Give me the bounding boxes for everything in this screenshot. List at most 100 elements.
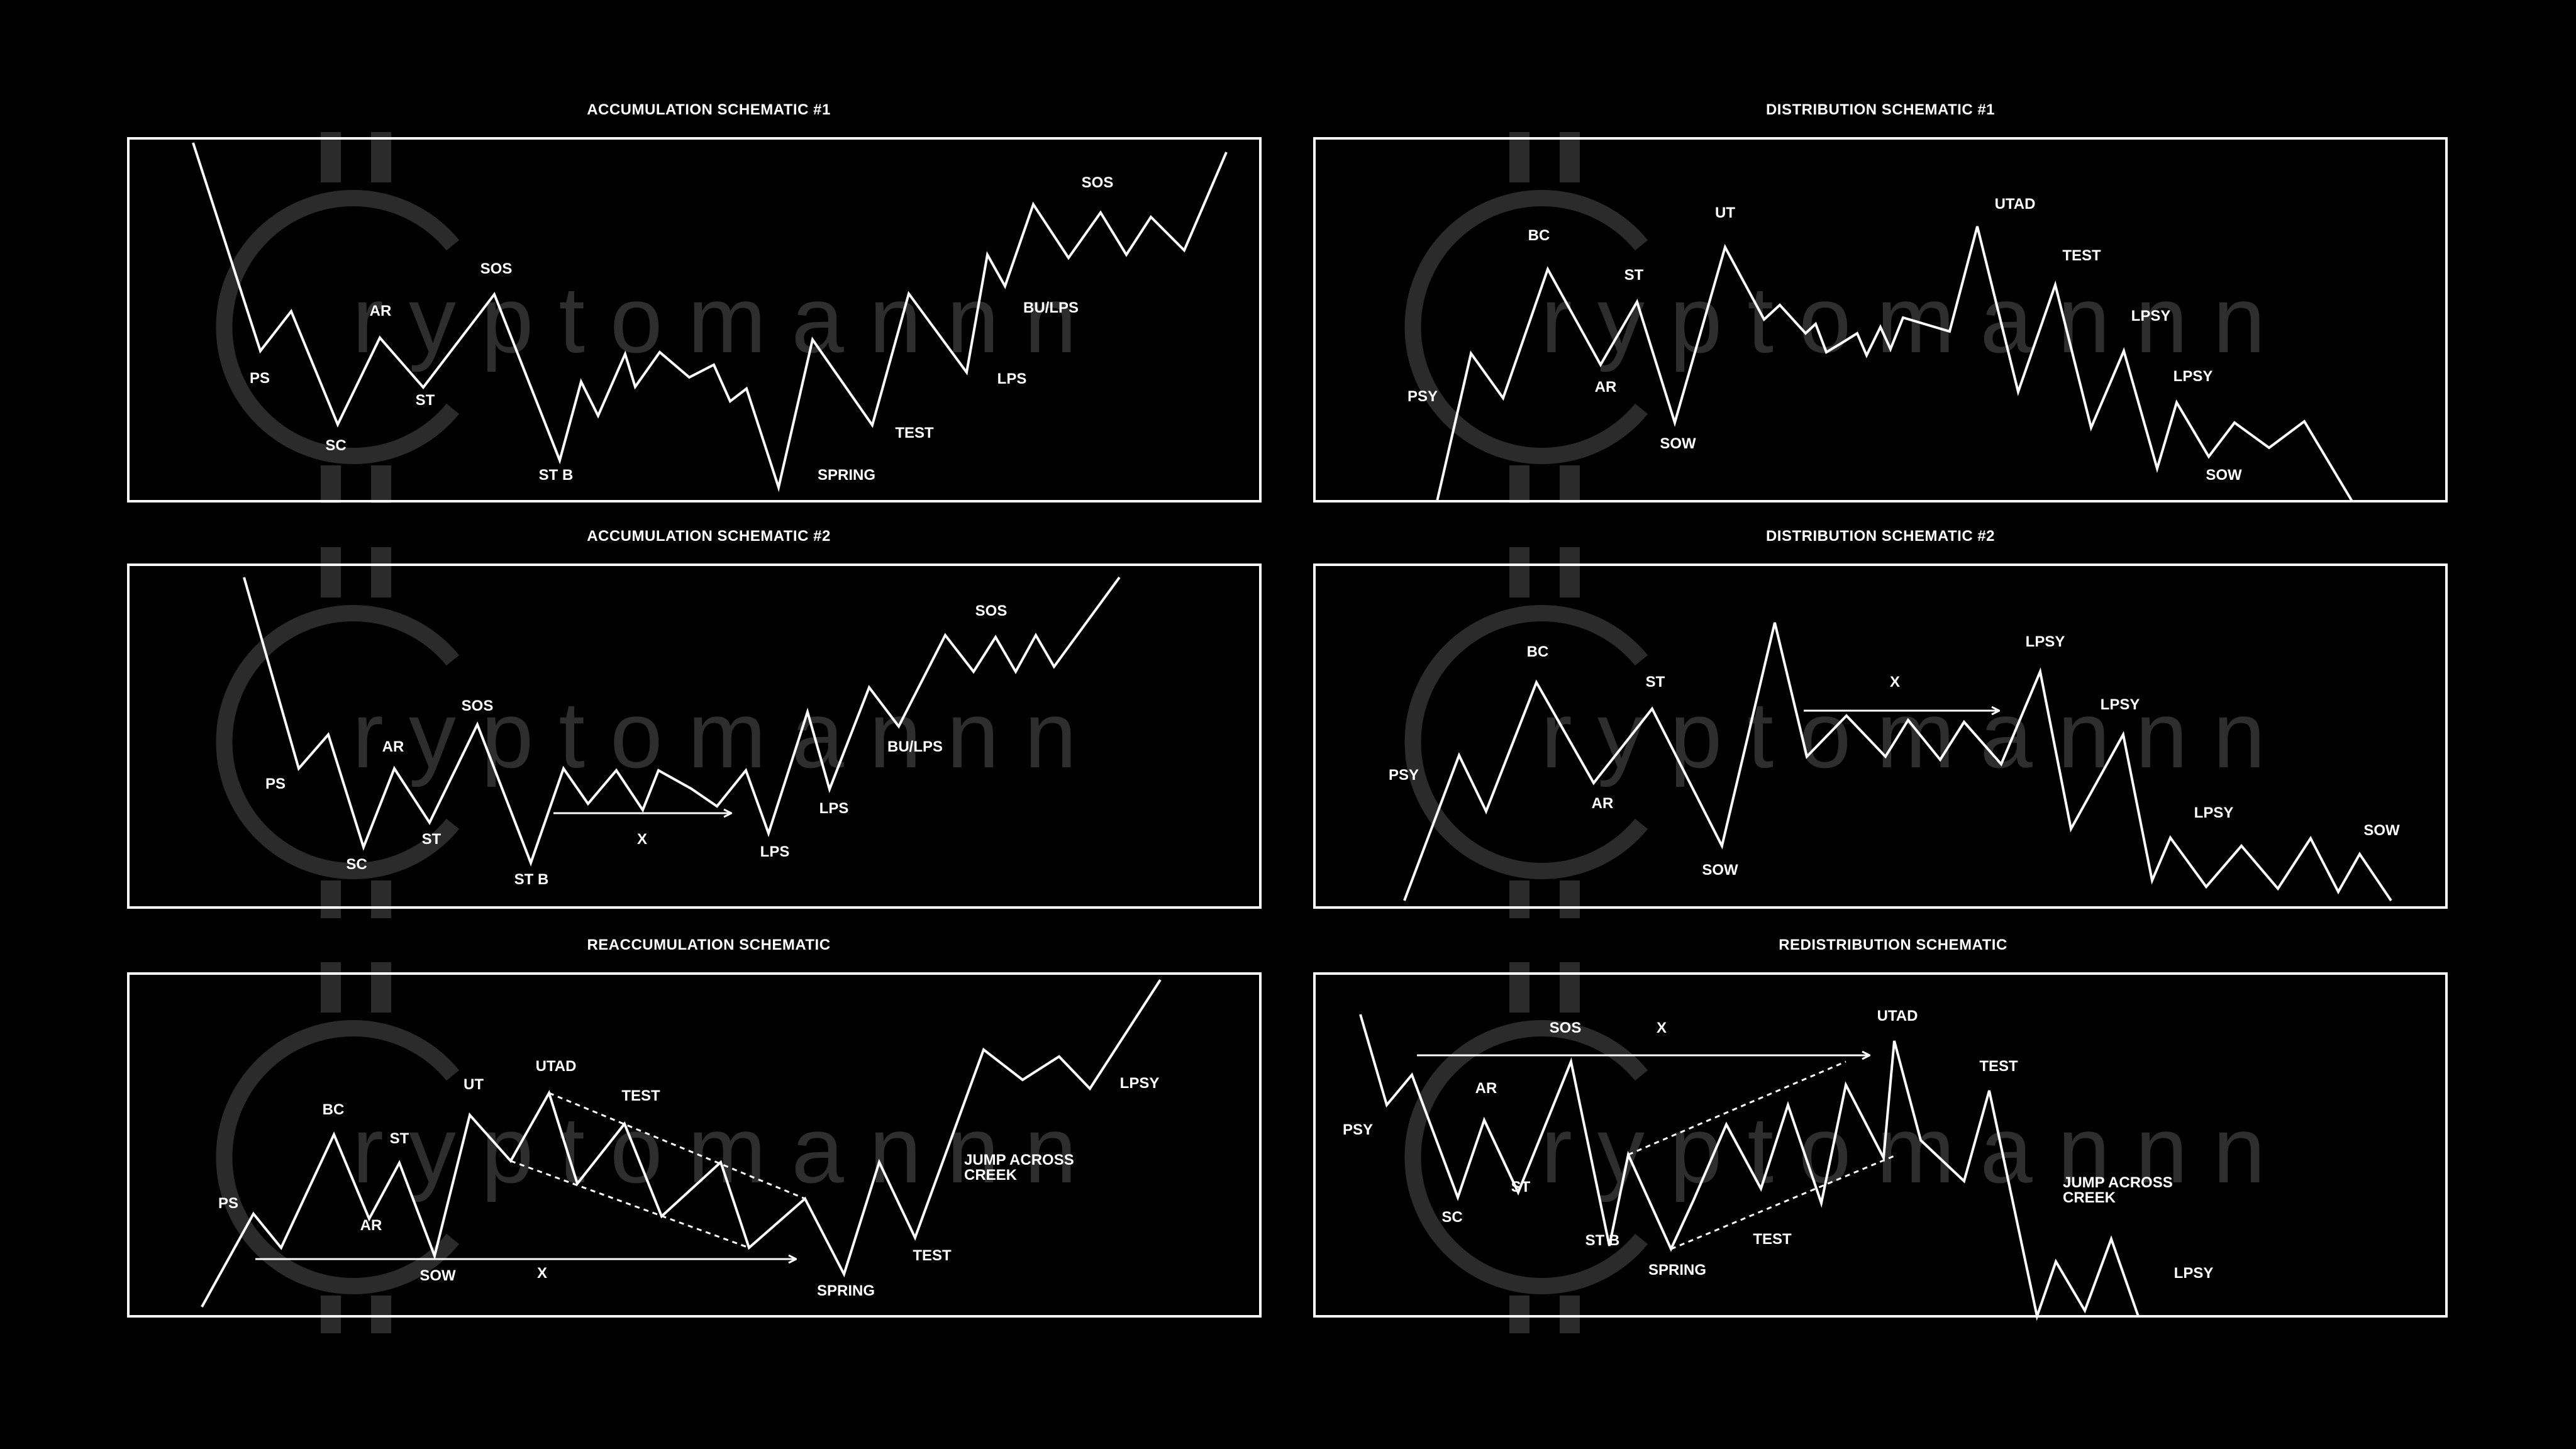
label-test: TEST xyxy=(895,425,934,441)
label-utad: UTAD xyxy=(1877,1008,1918,1024)
label-st: ST xyxy=(390,1130,409,1147)
label-utad: UTAD xyxy=(536,1058,577,1075)
label-ar: AR xyxy=(1475,1080,1497,1097)
label-st: ST xyxy=(422,831,441,848)
label-bu-lps: BU/LPS xyxy=(887,738,943,755)
watermark: ryptomannn ryptomannn ryptomannn ryptoma… xyxy=(224,132,2290,1333)
label-test: TEST xyxy=(621,1087,660,1104)
label-bc: BC xyxy=(323,1101,345,1118)
label-lps: LPS xyxy=(760,843,790,860)
panel-title: ACCUMULATION SCHEMATIC #1 xyxy=(587,101,831,118)
label-lps: LPS xyxy=(997,370,1027,387)
channel-lower-dashed xyxy=(1670,1155,1895,1250)
channel-upper-dashed xyxy=(1628,1060,1846,1156)
label-st: ST xyxy=(1624,267,1644,284)
label-ar: AR xyxy=(370,303,392,319)
price-path xyxy=(201,979,1162,1307)
label-bc: BC xyxy=(1528,227,1550,244)
label-sow: SOW xyxy=(419,1267,456,1284)
watermark-text: ryptomannn xyxy=(352,267,1102,372)
label-x: X xyxy=(1657,1019,1667,1036)
panel-distribution-1: DISTRIBUTION SCHEMATIC #1 PSY BC AR ST S… xyxy=(1313,101,2448,502)
label-sos: SOS xyxy=(975,602,1008,619)
label-test: TEST xyxy=(913,1247,952,1264)
price-path xyxy=(1403,622,2392,902)
label-x: X xyxy=(537,1265,547,1282)
label-utad: UTAD xyxy=(1995,196,2036,213)
panel-title: DISTRIBUTION SCHEMATIC #2 xyxy=(1766,528,1995,545)
label-sos: SOS xyxy=(462,697,494,714)
label-ps: PS xyxy=(265,775,286,792)
label-ar: AR xyxy=(1592,795,1614,812)
label-sow: SOW xyxy=(2363,822,2400,839)
label-jump-across: JUMP ACROSS xyxy=(2063,1174,2173,1191)
price-path xyxy=(192,142,1228,492)
panel-title: REACCUMULATION SCHEMATIC xyxy=(587,936,830,953)
label-psy: PSY xyxy=(1389,767,1419,784)
label-x: X xyxy=(1890,674,1900,691)
label-spring: SPRING xyxy=(817,1282,875,1299)
panel-frame xyxy=(127,972,1262,1318)
panel-accumulation-1: ACCUMULATION SCHEMATIC #1 PS SC AR ST SO… xyxy=(127,101,1262,502)
panel-title: ACCUMULATION SCHEMATIC #2 xyxy=(587,528,831,545)
label-ps: PS xyxy=(250,370,270,387)
label-sc: SC xyxy=(1441,1209,1462,1226)
label-lpsy: LPSY xyxy=(1120,1075,1160,1092)
label-st-b: ST B xyxy=(1585,1232,1620,1249)
panel-distribution-2: DISTRIBUTION SCHEMATIC #2 PSY BC AR ST S… xyxy=(1313,528,2448,909)
price-path xyxy=(1359,1014,2140,1321)
label-lpsy: LPSY xyxy=(2174,368,2213,385)
label-ar: AR xyxy=(360,1217,382,1234)
label-psy: PSY xyxy=(1407,388,1438,405)
label-spring: SPRING xyxy=(818,467,875,484)
channel-upper-dashed xyxy=(548,1092,806,1200)
label-sos: SOS xyxy=(480,260,513,277)
label-ut: UT xyxy=(1715,204,1735,221)
label-bc: BC xyxy=(1527,643,1549,660)
label-sow: SOW xyxy=(2206,467,2242,484)
label-ut: UT xyxy=(464,1076,484,1093)
label-st-b: ST B xyxy=(539,467,574,484)
label-st: ST xyxy=(416,392,435,409)
label-st: ST xyxy=(1511,1179,1531,1196)
label-ps: PS xyxy=(218,1195,238,1212)
label-test: TEST xyxy=(1753,1231,1792,1248)
label-sc: SC xyxy=(346,856,367,873)
label-sow: SOW xyxy=(1702,862,1738,879)
label-sos: SOS xyxy=(1550,1019,1582,1036)
panel-reaccumulation: REACCUMULATION SCHEMATIC PS BC AR ST SOW… xyxy=(127,936,1262,1318)
panel-redistribution: REDISTRIBUTION SCHEMATIC PSY AR SC ST SO… xyxy=(1313,936,2448,1321)
panel-accumulation-2: ACCUMULATION SCHEMATIC #2 PS SC AR ST SO… xyxy=(127,528,1262,909)
price-path xyxy=(243,576,1121,867)
panel-title: REDISTRIBUTION SCHEMATIC xyxy=(1779,936,2007,953)
panel-frame xyxy=(1313,564,2448,909)
channel-lower-dashed xyxy=(510,1160,750,1249)
label-lps: LPS xyxy=(819,800,849,817)
label-st-b: ST B xyxy=(514,871,549,888)
label-creek: CREEK xyxy=(964,1167,1018,1184)
label-test: TEST xyxy=(2062,247,2101,264)
label-lpsy: LPSY xyxy=(2026,633,2065,650)
label-sos: SOS xyxy=(1082,174,1114,191)
label-ar: AR xyxy=(382,738,404,755)
label-test: TEST xyxy=(1979,1058,2018,1075)
watermark-text: ryptomannn xyxy=(1541,682,2290,787)
label-x: X xyxy=(637,831,647,848)
price-path xyxy=(1436,226,2353,502)
panel-title: DISTRIBUTION SCHEMATIC #1 xyxy=(1766,101,1995,118)
watermark-text: ryptomannn xyxy=(1541,1097,2290,1202)
label-creek: CREEK xyxy=(2063,1189,2116,1206)
panel-frame xyxy=(127,137,1262,502)
label-sow: SOW xyxy=(1660,435,1696,452)
panel-frame xyxy=(1313,137,2448,502)
label-jump-across: JUMP ACROSS xyxy=(964,1152,1074,1169)
label-lpsy: LPSY xyxy=(2101,696,2140,713)
label-lpsy: LPSY xyxy=(2174,1265,2214,1282)
watermark-text: ryptomannn xyxy=(352,1097,1102,1202)
label-psy: PSY xyxy=(1343,1121,1373,1138)
label-st: ST xyxy=(1646,674,1665,691)
label-lpsy: LPSY xyxy=(2131,308,2171,325)
label-spring: SPRING xyxy=(1648,1262,1706,1279)
label-lpsy: LPSY xyxy=(2194,804,2234,821)
